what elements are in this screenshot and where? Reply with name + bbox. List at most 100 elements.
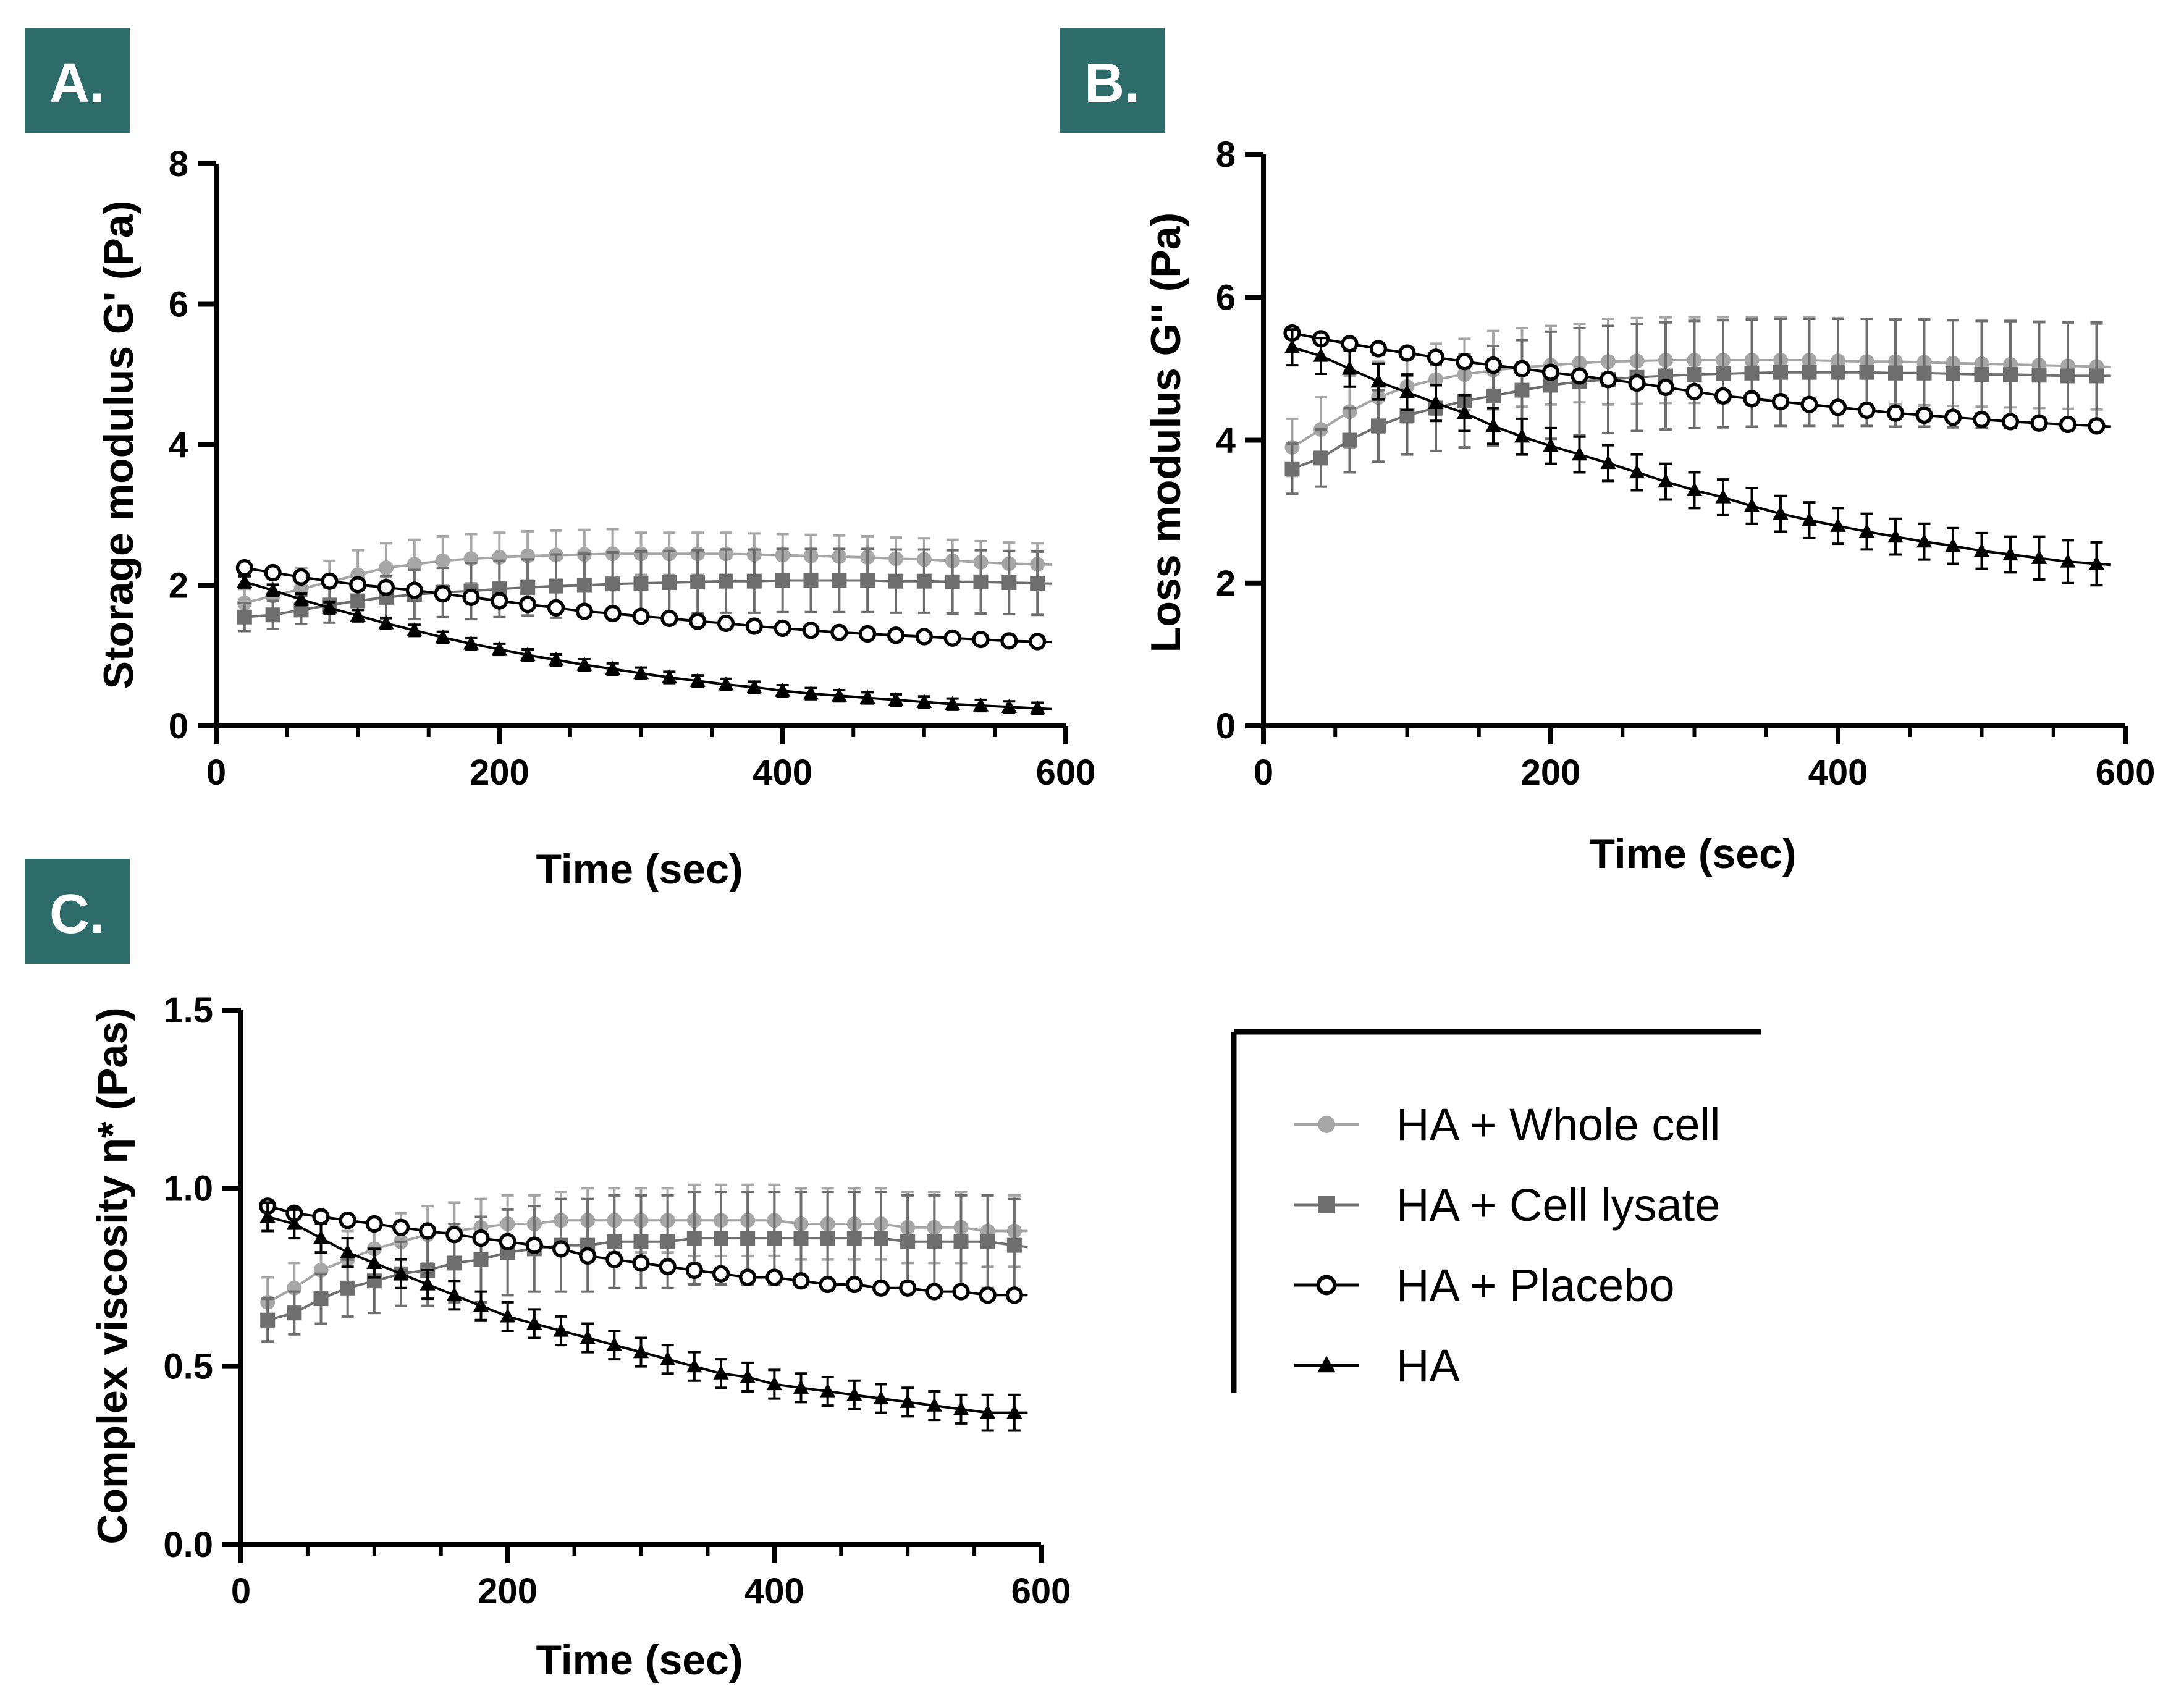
- panel-label: B.: [1084, 53, 1140, 114]
- data-point: [520, 580, 536, 595]
- data-point: [873, 1390, 889, 1405]
- panel-label: C.: [49, 883, 105, 945]
- x-tick-label: 200: [478, 1571, 538, 1611]
- data-point: [820, 1383, 836, 1398]
- data-point: [830, 623, 848, 641]
- data-point: [632, 1254, 650, 1272]
- data-point: [792, 1272, 810, 1290]
- data-point: [660, 1234, 675, 1249]
- y-tick-label: 6: [1216, 277, 1236, 318]
- data-point: [1629, 464, 1645, 479]
- data-point: [447, 1255, 462, 1271]
- series-ha-placebo: [235, 559, 1052, 651]
- data-point: [1369, 340, 1388, 358]
- data-point: [1371, 418, 1386, 434]
- y-axis-title: Loss modulus G'' (Pa): [1142, 213, 1189, 652]
- panel-label-badge: [25, 859, 130, 964]
- data-point: [379, 560, 394, 576]
- data-point: [237, 609, 252, 625]
- data-point: [1341, 335, 1359, 353]
- data-point: [2060, 368, 2075, 384]
- data-point: [740, 1231, 756, 1246]
- data-point: [2031, 368, 2047, 383]
- data-point: [945, 696, 961, 710]
- x-tick-label: 600: [1011, 1571, 1071, 1611]
- x-tick-label: 400: [744, 1571, 804, 1611]
- data-point: [900, 1234, 916, 1249]
- legend-label: HA: [1396, 1340, 1460, 1391]
- y-tick-label: 0: [1216, 706, 1236, 746]
- legend-marker-icon: [1318, 1116, 1335, 1133]
- data-point: [953, 1234, 969, 1249]
- data-point: [1571, 446, 1588, 461]
- data-point: [1973, 542, 1990, 557]
- data-point: [1456, 353, 1474, 371]
- data-point: [1801, 512, 1818, 526]
- data-point: [552, 1240, 570, 1258]
- data-point: [1029, 700, 1045, 715]
- y-tick-label: 4: [1216, 421, 1236, 461]
- data-point: [446, 1287, 462, 1301]
- data-point: [1543, 437, 1559, 452]
- data-point: [739, 1268, 757, 1286]
- data-point: [1398, 344, 1416, 362]
- x-axis-title: Time (sec): [1589, 830, 1796, 877]
- data-point: [339, 1212, 356, 1229]
- data-point: [1427, 348, 1445, 366]
- data-point: [1341, 360, 1358, 375]
- data-point: [1030, 576, 1045, 591]
- data-point: [1313, 450, 1328, 466]
- data-point: [1973, 410, 1991, 429]
- data-point: [979, 1286, 997, 1304]
- data-point: [1284, 339, 1301, 353]
- data-point: [1916, 365, 1932, 381]
- data-point: [1858, 523, 1875, 538]
- data-point: [1658, 473, 1674, 488]
- data-point: [520, 646, 536, 661]
- data-point: [1830, 518, 1846, 532]
- data-point: [1887, 528, 1904, 543]
- y-tick-label: 0.5: [163, 1347, 213, 1387]
- data-point: [1514, 382, 1530, 398]
- legend-item: HA + Placebo: [1294, 1260, 1674, 1311]
- data-point: [463, 635, 479, 650]
- data-point: [943, 629, 961, 647]
- plot-area-a: 0 200 400 600 0 2 4 6 8: [169, 144, 1096, 793]
- data-point: [1773, 505, 1789, 520]
- y-tick-label: 0.0: [163, 1525, 213, 1565]
- data-point: [1800, 395, 1818, 413]
- data-point: [321, 599, 337, 614]
- data-point: [803, 573, 819, 588]
- data-point: [605, 660, 621, 675]
- data-point: [393, 1265, 409, 1280]
- data-point: [916, 573, 932, 589]
- data-point: [1773, 365, 1788, 380]
- data-point: [925, 1283, 943, 1301]
- data-point: [579, 1247, 597, 1265]
- data-point: [633, 1344, 649, 1359]
- data-point: [1945, 538, 1961, 552]
- data-point: [472, 1229, 490, 1247]
- data-point: [2030, 414, 2048, 432]
- data-point: [607, 1234, 622, 1249]
- data-point: [1944, 408, 1962, 426]
- data-point: [972, 697, 989, 712]
- data-point: [473, 1297, 489, 1312]
- data-point: [845, 1275, 863, 1294]
- data-point: [473, 1252, 489, 1267]
- series-ha: [1284, 328, 2111, 587]
- data-point: [606, 1336, 622, 1351]
- data-point: [2089, 368, 2104, 384]
- data-point: [1513, 360, 1531, 377]
- data-point: [899, 1279, 917, 1297]
- data-point: [435, 553, 450, 568]
- data-point: [340, 1280, 355, 1296]
- data-point: [719, 573, 733, 589]
- legend-item: HA + Whole cell: [1294, 1099, 1720, 1150]
- series-ha-placebo: [1283, 324, 2111, 435]
- data-point: [945, 574, 960, 589]
- data-point: [1484, 356, 1503, 374]
- data-point: [831, 687, 847, 702]
- data-point: [1687, 367, 1702, 382]
